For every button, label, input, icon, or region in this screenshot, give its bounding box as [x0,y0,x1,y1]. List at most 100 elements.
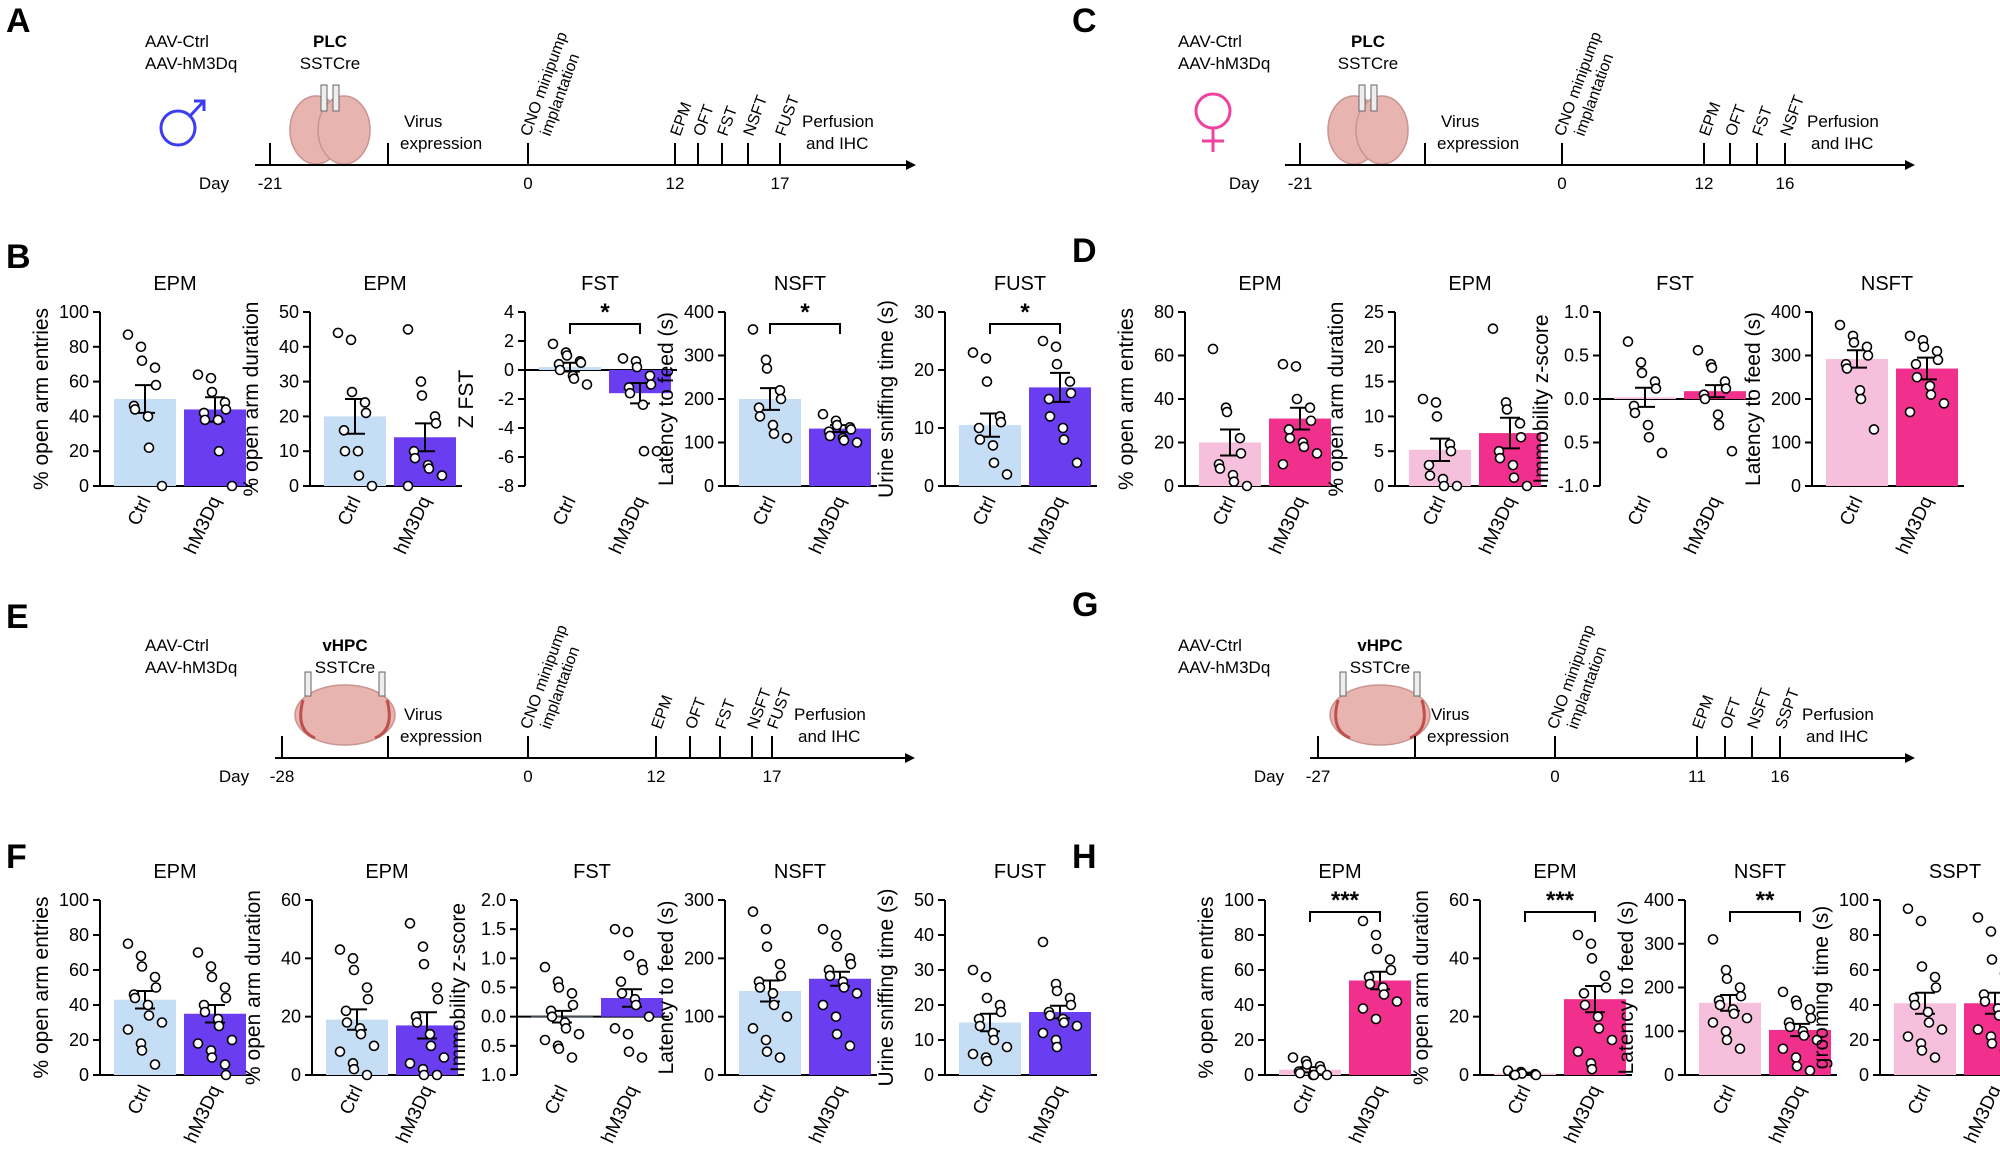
y-tick-label: 40 [1449,948,1469,968]
data-point [1304,402,1316,414]
category-label: Ctrl [1289,1082,1321,1118]
significance-marker: * [1020,299,1030,326]
data-point [967,1048,979,1060]
data-point [644,370,656,382]
timeline-arrow [1905,160,1915,170]
region-label: vHPC [322,636,367,655]
data-point [1735,990,1747,1002]
y-tick-label: 40 [279,337,299,357]
y-tick-label: 0.5 [1564,346,1589,366]
panel-letter-f: F [6,838,27,876]
category-label: Ctrl [336,1082,368,1118]
data-point [135,341,147,353]
data-point [1364,978,1376,990]
male-icon-circle [159,109,197,147]
panel-letter-h: H [1072,838,1097,876]
data-point [1721,1034,1733,1046]
data-point [368,1040,380,1052]
chart-title: EPM [365,861,408,883]
data-point [1916,961,1928,972]
data-point [1650,383,1662,394]
data-point [967,964,979,976]
data-point [1714,999,1726,1011]
data-point [1001,1041,1013,1053]
y-tick-label: 50 [279,302,299,322]
brain-icon [1329,671,1431,746]
data-point [1214,463,1226,474]
data-point [747,906,759,917]
brain-section [294,684,396,746]
y-tick-label: 0.5 [1564,433,1589,453]
data-point [332,327,344,339]
y-tick-label: 40 [914,925,934,945]
y-tick-label: 200 [684,389,714,409]
data-point [1044,411,1056,422]
virus-expression-label: expression [400,134,482,153]
category-label: hM3Dq [1961,1082,2000,1146]
timeline-arrow [1905,753,1915,763]
chart-b-4: FUST 0 10 20 30 Urine sniffing time (s) Ctrl hM… [875,273,1097,558]
data-point [1065,387,1077,399]
y-tick-label: 0 [1859,1065,1869,1085]
line-label: SSTCre [1350,658,1410,677]
hippocampus-mark [374,699,391,740]
data-point [1445,445,1457,457]
region-label: PLC [313,32,347,51]
data-point [1910,358,1922,370]
data-point [430,418,442,429]
data-point [1902,1031,1914,1042]
y-tick-label: -8 [498,476,514,496]
data-point [643,1011,655,1022]
data-point [220,404,232,415]
y-tick-label: 200 [1644,978,1674,998]
data-point [1741,1012,1753,1024]
brain-icon [289,84,371,165]
data-point [1868,424,1880,435]
y-axis-label: % open arm entries [1115,308,1138,490]
y-tick-label: 30 [279,372,299,392]
data-point [760,1034,772,1046]
data-point [415,376,427,387]
data-point [129,404,141,415]
data-point [362,993,374,1005]
data-point [192,947,204,958]
data-point [361,982,373,993]
y-tick-label: 300 [1644,934,1674,954]
data-point [1071,457,1083,469]
significance-bracket [1309,911,1381,922]
data-point [974,434,986,445]
data-point [436,470,448,481]
data-point [1925,389,1937,400]
y-axis-label: Latency to feed (s) [1615,901,1638,1075]
data-point [760,923,772,935]
data-point [1656,447,1668,459]
data-point [831,419,843,431]
day-end-label: 17 [771,174,790,193]
significance-marker: ** [1756,887,1775,914]
y-tick-label: 20 [69,441,89,461]
significance-marker: * [600,299,610,326]
data-point [1713,419,1725,431]
data-point [417,941,429,952]
virus-label: AAV-hM3Dq [1178,54,1270,73]
data-point [1043,393,1055,405]
y-tick-label: 80 [1234,925,1254,945]
syringe-icon [1370,84,1378,112]
y-tick-label: 100 [684,433,714,453]
data-point [339,445,351,457]
data-point [1777,1043,1789,1055]
category-label: hM3Dq [606,493,651,557]
data-point [573,1028,585,1040]
data-point [1606,1034,1618,1046]
data-point [623,1046,635,1057]
y-tick-label: 100 [1839,890,1869,910]
significance-bracket [769,323,841,334]
data-point [995,416,1007,428]
data-point [1600,982,1612,993]
category-label: hM3Dq [391,493,436,557]
male-icon-arrow [188,99,206,118]
data-point [817,408,829,420]
data-point [1916,1045,1928,1056]
data-point [830,1011,842,1022]
data-point [1922,1006,1934,1018]
